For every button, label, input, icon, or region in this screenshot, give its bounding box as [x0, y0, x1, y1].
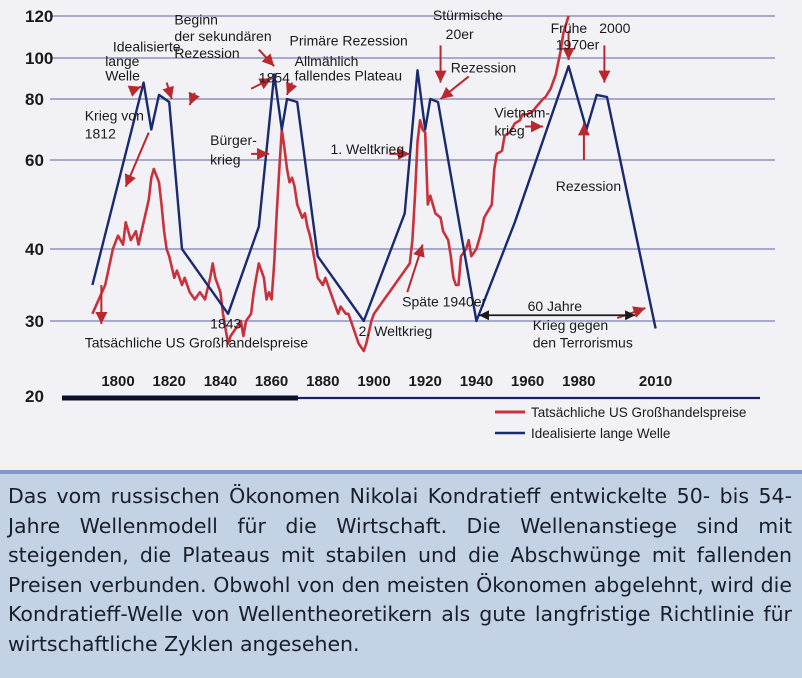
- x-tick-label: 1960: [511, 373, 544, 390]
- y-tick-label: 40: [25, 240, 44, 259]
- annotation-arrow: [127, 85, 142, 97]
- y-tick-label: 30: [25, 312, 44, 331]
- annotation-label: Krieg von: [85, 107, 144, 123]
- annotation-arrow: [616, 306, 646, 320]
- x-tick-label: 1880: [306, 373, 339, 390]
- x-tick-label: 1820: [153, 373, 186, 390]
- annotation-label: Primäre Rezession: [290, 32, 408, 48]
- span-arrow-head-left: [478, 310, 489, 321]
- annotation-arrow: [188, 91, 200, 106]
- annotation-label: Rezession: [174, 45, 239, 61]
- annotation-label: Beginn: [174, 11, 218, 27]
- series-line-idealized-wave: [91, 64, 657, 329]
- x-tick-label: 1860: [255, 373, 288, 390]
- annotation-arrow: [250, 77, 273, 90]
- chart-area: 20 30 40 60 80 100 120 1800 1820 1840 1860 1880 1900…: [25, 7, 775, 441]
- caption-text: Das vom russischen Ökonomen Nikolai Kond…: [8, 484, 792, 656]
- series-line-actual-prices: [91, 15, 570, 353]
- y-tick-label: 80: [25, 90, 44, 109]
- annotation-label: Bürger-: [210, 132, 257, 148]
- legend-label: Tatsächliche US Großhandelspreise: [531, 405, 746, 420]
- x-tick-label: 1920: [409, 373, 442, 390]
- annotation-label: Stürmische: [433, 7, 503, 23]
- legend-label: Idealisierte lange Welle: [531, 426, 670, 441]
- annotation-label: lange: [105, 53, 139, 69]
- annotation-label: 2000: [599, 20, 630, 36]
- annotation-label: fallendes Plateau: [295, 68, 402, 84]
- annotation-arrow: [162, 82, 174, 100]
- y-tick-label: 20: [25, 387, 44, 406]
- x-tick-label: 2010: [639, 373, 672, 390]
- x-tick-label: 1800: [101, 373, 134, 390]
- annotation-label: 1843: [210, 316, 241, 332]
- y-tick-label: 120: [25, 7, 53, 26]
- annotation-label: Tatsächliche US Großhandelspreise: [85, 334, 309, 350]
- y-tick-label: 100: [25, 49, 53, 68]
- y-tick-label: 60: [25, 151, 44, 170]
- annotation-label: Idealisierte: [113, 39, 181, 55]
- x-tick-label: 1840: [204, 373, 237, 390]
- x-tick-label: 1940: [460, 373, 493, 390]
- annotation-label: Vietnam-: [494, 104, 550, 120]
- annotation-label: 20er: [446, 26, 474, 42]
- annotation-arrow: [439, 75, 470, 100]
- annotation-label: krieg: [210, 151, 240, 167]
- annotation-label: krieg: [494, 123, 524, 139]
- annotation-arrow: [258, 48, 275, 67]
- annotation-label: 1812: [85, 126, 116, 142]
- span-arrow-head-right: [625, 310, 636, 321]
- annotation-label: 2. Weltkrieg: [359, 323, 433, 339]
- annotation-arrow: [124, 132, 150, 188]
- annotation-arrow: [286, 81, 298, 96]
- annotation-label: 1970er: [556, 37, 600, 53]
- annotation-label: 1. Weltkrieg: [330, 141, 404, 157]
- x-tick-label: 1980: [562, 373, 595, 390]
- annotation-label: Krieg gegen: [533, 317, 609, 333]
- annotation-label: Rezession: [556, 178, 621, 194]
- kondratieff-chart: 20 30 40 60 80 100 120 1800 1820 1840 1860 1880 1900…: [25, 7, 775, 441]
- annotation-label: 1854: [259, 70, 290, 86]
- annotation-label: den Terrorismus: [533, 334, 633, 350]
- annotation-label: 60 Jahre: [528, 298, 583, 314]
- annotation-label: Späte 1940er: [402, 294, 486, 310]
- annotation-label: der sekundären: [174, 28, 271, 44]
- annotation-label: Frühe: [551, 20, 588, 36]
- caption-box: Das vom russischen Ökonomen Nikolai Kond…: [0, 470, 802, 678]
- x-tick-label: 1900: [357, 373, 390, 390]
- annotation-label: Rezession: [451, 59, 516, 75]
- annotation-label: Welle: [105, 68, 140, 84]
- annotation-label: Allmählich: [295, 53, 359, 69]
- annotation-arrow: [406, 244, 425, 293]
